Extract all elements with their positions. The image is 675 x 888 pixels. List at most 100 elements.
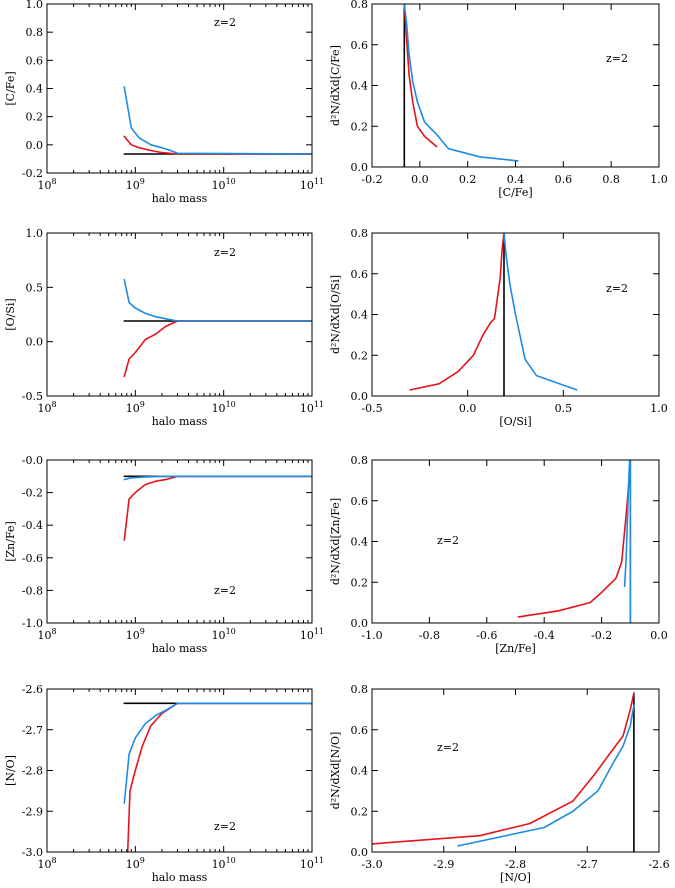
series-group [123, 278, 312, 378]
y-tick-label: 0.4 [351, 765, 369, 778]
x-tick-label: -0.2 [591, 629, 612, 642]
x-tick-label: 0.5 [555, 402, 573, 415]
y-tick-label: -1.0 [22, 617, 43, 630]
x-tick-label: -0.4 [534, 629, 555, 642]
y-tick-label: 0.0 [26, 336, 44, 349]
series-line-blue [123, 702, 312, 804]
y-tick-label: -2.9 [22, 805, 43, 818]
y-tick-label: 1.0 [26, 227, 44, 240]
x-tick-label: 108 [37, 400, 56, 415]
x-tick-label: -0.5 [361, 402, 382, 415]
chart-panel-3: 108 109 1010 1011 -0.5 0.0 0.5 1.0 halo mass [O/S… [4, 227, 324, 428]
y-tick-label: -0.4 [22, 519, 43, 532]
y-tick-label: -2.6 [22, 683, 43, 696]
x-tick-label: 109 [126, 627, 145, 642]
y-axis-label: d²N/dXd[C/Fe] [329, 45, 342, 126]
y-tick-label: -0.2 [22, 487, 43, 500]
y-tick-label: 1.0 [26, 0, 44, 11]
series-line-red [517, 463, 632, 618]
series-line-blue [123, 475, 312, 481]
x-tick-label: -1.0 [361, 629, 382, 642]
plot-frame [46, 232, 313, 397]
x-tick-label: 0.4 [507, 173, 525, 186]
series-line-red [123, 320, 312, 378]
y-tick-label: 0.6 [26, 54, 44, 67]
chart-panel-8: -3.0 -2.9 -2.8 -2.7 -2.6 0.0 0.2 0.4 0.6 0.8 [N/O]… [329, 683, 670, 884]
series-group [123, 86, 312, 155]
y-tick-label: 0.6 [351, 724, 369, 737]
y-tick-label: 0.6 [351, 268, 369, 281]
y-axis-label: d²N/dXd[O/Si] [329, 275, 342, 354]
y-tick-label: -2.8 [22, 765, 43, 778]
series-line-red [403, 4, 438, 148]
y-axis-label: d²N/dXd[N/O] [329, 732, 342, 810]
y-tick-label: 0.4 [351, 536, 369, 549]
y-tick-label: 0.2 [26, 111, 44, 124]
y-tick-label: 0.2 [351, 576, 369, 589]
x-tick-label: 0.0 [411, 173, 429, 186]
y-tick-label: 0.6 [351, 495, 369, 508]
chart-panel-6: -1.0 -0.8 -0.6 -0.4 -0.2 0.0 0.0 0.2 0.4 0.6 0.8 [Z… [329, 454, 668, 655]
x-tick-label: -0.8 [419, 629, 440, 642]
x-tick-label: 108 [37, 627, 56, 642]
x-tick-label: 1010 [212, 177, 236, 192]
y-tick-label: 0.8 [26, 26, 44, 39]
x-axis-label: [O/Si] [499, 415, 531, 428]
y-tick-label: 0.0 [351, 161, 369, 174]
y-tick-label: 0.8 [351, 227, 369, 240]
x-axis-label: [N/O] [500, 871, 531, 884]
y-tick-label: -0.8 [22, 584, 43, 597]
plot-frame [371, 3, 660, 168]
redshift-annotation: z=2 [214, 246, 236, 259]
y-tick-label: -0.2 [22, 167, 43, 180]
chart-panel-1: 108 109 1010 1011 -0.2 0.0 0.2 0.4 0.6 0.8 1.0 halo… [4, 0, 324, 205]
x-tick-label: -2.6 [648, 858, 669, 871]
series-group [517, 460, 632, 623]
series-line-blue [123, 278, 312, 322]
x-tick-label: 108 [37, 177, 56, 192]
plot-frame [46, 459, 313, 624]
series-line-blue [457, 704, 635, 847]
redshift-annotation: z=2 [214, 584, 236, 597]
series-line-blue [123, 86, 312, 155]
series-group [403, 4, 519, 167]
redshift-annotation: z=2 [214, 16, 236, 29]
redshift-annotation: z=2 [214, 820, 236, 833]
y-tick-label: 0.4 [26, 83, 44, 96]
y-tick-label: 0.0 [351, 390, 369, 403]
series-group [409, 233, 578, 396]
y-tick-label: 0.8 [351, 454, 369, 467]
plot-frame [46, 3, 313, 174]
chart-panel-4: -0.5 0.0 0.5 1.00.00.20.40.60.8[O/Si]d²N/dX… [329, 227, 668, 428]
y-tick-label: 0.4 [351, 309, 369, 322]
y-tick-label: 0.2 [351, 349, 369, 362]
x-tick-label: -2.7 [577, 858, 598, 871]
x-tick-label: -2.9 [433, 858, 454, 871]
y-axis-label: [C/Fe] [4, 71, 17, 105]
x-tick-label: 109 [126, 400, 145, 415]
x-tick-label: 1011 [300, 856, 324, 871]
series-group [123, 702, 312, 852]
y-axis-label: [Zn/Fe] [4, 521, 17, 562]
x-tick-label: -2.8 [505, 858, 526, 871]
y-tick-label: -0.5 [22, 390, 43, 403]
redshift-annotation: z=2 [437, 741, 459, 754]
y-tick-label: 0.0 [351, 846, 369, 859]
y-tick-label: 0.0 [351, 617, 369, 630]
x-tick-label: 1011 [300, 627, 324, 642]
x-axis-label: halo mass [152, 192, 208, 205]
x-tick-label: -0.6 [476, 629, 497, 642]
x-tick-label: 1011 [300, 400, 324, 415]
x-tick-label: -3.0 [361, 858, 382, 871]
series-group [372, 692, 635, 852]
x-tick-label: 1.0 [650, 402, 668, 415]
x-axis-label: halo mass [152, 642, 208, 655]
redshift-annotation: z=2 [606, 282, 628, 295]
y-tick-label: 0.6 [351, 39, 369, 52]
x-tick-label: 1010 [212, 627, 236, 642]
y-tick-label: -3.0 [22, 846, 43, 859]
y-tick-label: -2.7 [22, 724, 43, 737]
y-tick-label: -0.6 [22, 552, 43, 565]
series-line-red [409, 233, 505, 391]
